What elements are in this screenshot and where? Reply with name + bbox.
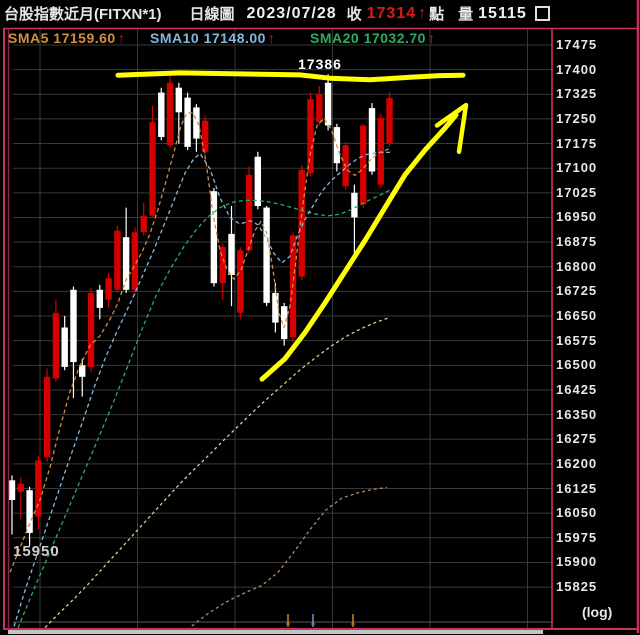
axis-tick: 16350	[556, 407, 598, 422]
resistance-price-label: 17386	[298, 56, 342, 72]
sma20-up-arrow-icon: ↑	[427, 30, 436, 46]
legend-sma20: SMA20 17032.70 ↑	[310, 30, 436, 46]
axis-tick: 16875	[556, 234, 598, 249]
axis-tick: 16500	[556, 357, 598, 372]
close-value: 17314	[366, 4, 417, 22]
axis-tick: 16050	[556, 505, 598, 520]
volume-label: 量	[458, 6, 474, 23]
axis-tick: 16800	[556, 259, 598, 274]
volume-value: 15115	[478, 4, 527, 22]
points-unit-label: 點	[429, 6, 445, 23]
axis-tick: 17400	[556, 62, 598, 77]
legend-sma5: SMA5 17159.60 ↑	[8, 30, 126, 46]
indicator-legend: SMA5 17159.60 ↑ SMA10 17148.00 ↑ SMA20 170…	[0, 30, 552, 50]
axis-tick: 16425	[556, 382, 598, 397]
instrument-title: 台股指數近月(FITXN*1)	[4, 6, 162, 23]
axis-tick: 15825	[556, 579, 598, 594]
date-value: 2023/07/28	[246, 4, 337, 22]
axis-tick: 17475	[556, 37, 598, 52]
window-box-icon[interactable]	[534, 6, 550, 21]
bottom-scrollbar[interactable]	[8, 630, 543, 634]
axis-tick: 17250	[556, 111, 598, 126]
axis-tick: 16950	[556, 209, 598, 224]
sma5-up-arrow-icon: ↑	[117, 30, 126, 46]
axis-tick: 17025	[556, 185, 598, 200]
axis-tick: 16200	[556, 456, 598, 471]
axis-tick: 17325	[556, 86, 598, 101]
price-axis: 17475 17400 17325 17250 17175 17100 17025 16950…	[556, 0, 640, 635]
log-scale-label: (log)	[582, 604, 613, 620]
axis-tick: 16125	[556, 481, 598, 496]
axis-tick: 16575	[556, 333, 598, 348]
axis-tick: 15900	[556, 554, 598, 569]
low-price-label: 15950	[13, 543, 60, 560]
axis-tick: 17175	[556, 136, 598, 151]
legend-sma10: SMA10 17148.00 ↑	[150, 30, 276, 46]
close-label: 收	[346, 6, 362, 23]
up-arrow-icon: ↑	[418, 4, 428, 22]
titlebar: 台股指數近月(FITXN*1) 日線圖 2023/07/28 收 17314 ↑…	[0, 0, 640, 27]
axis-tick: 16650	[556, 308, 598, 323]
axis-tick: 16725	[556, 283, 598, 298]
axis-tick: 16275	[556, 431, 598, 446]
sma10-up-arrow-icon: ↑	[267, 30, 276, 46]
axis-tick: 15975	[556, 530, 598, 545]
period-label: 日線圖	[189, 6, 235, 23]
axis-tick: 17100	[556, 160, 598, 175]
